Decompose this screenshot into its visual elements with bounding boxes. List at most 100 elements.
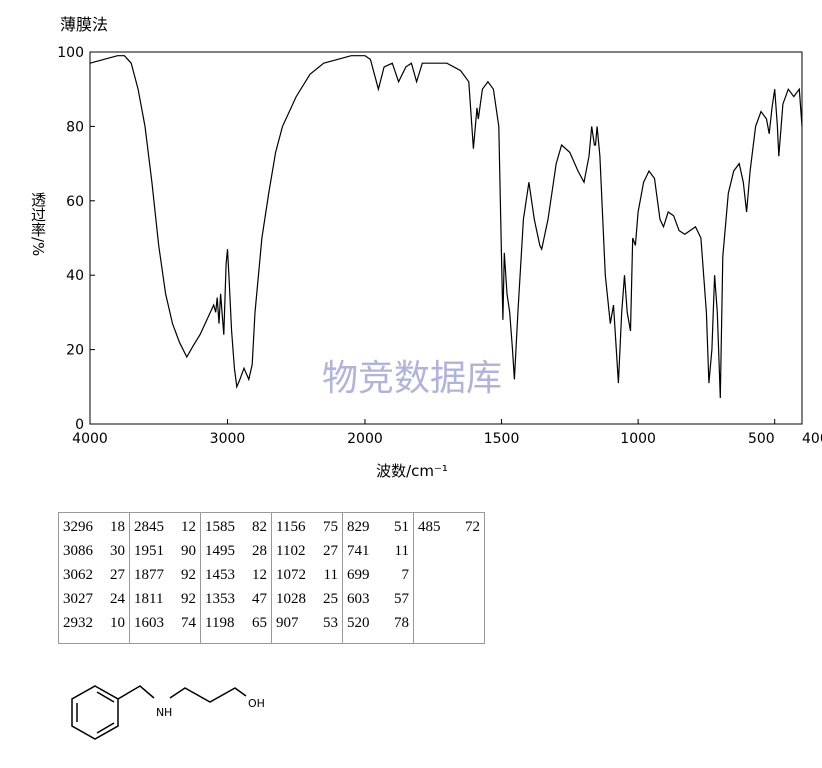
peak-transmittance: 92 [181, 567, 196, 583]
peak-row: 829 51 [347, 515, 409, 539]
peak-column: 1156 75 1102 27 1072 11 1028 25 907 53 [271, 512, 343, 644]
peak-transmittance: 47 [252, 591, 267, 607]
peak-wavenumber: 1495 [205, 543, 235, 559]
x-tick-label: 2000 [347, 431, 383, 447]
atom-label: H [164, 706, 172, 719]
peak-wavenumber: 1028 [276, 591, 306, 607]
peak-transmittance: 12 [252, 567, 267, 583]
peak-wavenumber: 1951 [134, 543, 164, 559]
peak-row: 603 57 [347, 587, 409, 611]
peak-table: 3296 18 3086 30 3062 27 3027 24 2932 10 2845 12 1951… [58, 512, 485, 644]
peak-row: 1951 90 [134, 539, 196, 563]
peak-row: 3086 30 [63, 539, 125, 563]
peak-transmittance: 78 [394, 615, 409, 631]
peak-transmittance: 18 [110, 519, 125, 535]
peak-wavenumber: 1877 [134, 567, 164, 583]
x-tick-label: 4000 [72, 431, 108, 447]
peak-wavenumber: 741 [347, 543, 370, 559]
spectrum-line [89, 55, 803, 399]
peak-row: 485 72 [418, 515, 480, 539]
peak-wavenumber: 2932 [63, 615, 93, 631]
atom-label: OH [248, 697, 265, 710]
peak-column: 829 51 741 11 699 7 603 57 520 78 [342, 512, 414, 644]
peak-row: 1102 27 [276, 539, 338, 563]
x-tick-label: 1000 [620, 431, 656, 447]
peak-row: 1811 92 [134, 587, 196, 611]
peak-transmittance: 27 [323, 543, 338, 559]
peak-transmittance: 24 [110, 591, 125, 607]
peak-transmittance: 10 [110, 615, 125, 631]
peak-wavenumber: 2845 [134, 519, 164, 535]
peak-wavenumber: 1453 [205, 567, 235, 583]
peak-row: 1585 82 [205, 515, 267, 539]
peak-transmittance: 11 [323, 567, 338, 583]
benzene-ring [71, 685, 119, 740]
peak-transmittance: 11 [394, 543, 409, 559]
peak-transmittance: 53 [323, 615, 338, 631]
peak-row: 520 78 [347, 611, 409, 635]
peak-row: 3027 24 [63, 587, 125, 611]
peak-row: 699 7 [347, 563, 409, 587]
peak-wavenumber: 1811 [134, 591, 164, 607]
peak-row: 1072 11 [276, 563, 338, 587]
x-tick-label: 500 [748, 431, 775, 447]
peak-row: 2845 12 [134, 515, 196, 539]
peak-column: 3296 18 3086 30 3062 27 3027 24 2932 10 [58, 512, 130, 644]
peak-row: 1028 25 [276, 587, 338, 611]
peak-column: 2845 12 1951 90 1877 92 1811 92 1603 74 [129, 512, 201, 644]
peak-wavenumber: 1156 [276, 519, 306, 535]
plot-frame [89, 51, 803, 425]
structure [71, 685, 247, 740]
peak-transmittance: 12 [181, 519, 196, 535]
peak-row: 907 53 [276, 611, 338, 635]
peak-transmittance: 27 [110, 567, 125, 583]
peak-column: 485 72 [413, 512, 485, 644]
peak-wavenumber: 3086 [63, 543, 93, 559]
x-tick-label: 400 [802, 431, 822, 447]
peak-wavenumber: 520 [347, 615, 370, 631]
peak-wavenumber: 3296 [63, 519, 93, 535]
bond [96, 691, 115, 703]
peak-row: 3296 18 [63, 515, 125, 539]
peak-wavenumber: 603 [347, 591, 370, 607]
y-tick-label: 40 [66, 268, 84, 284]
peak-transmittance: 92 [181, 591, 196, 607]
peak-wavenumber: 1585 [205, 519, 235, 535]
peak-wavenumber: 907 [276, 615, 299, 631]
peak-transmittance: 7 [401, 567, 410, 583]
peak-wavenumber: 699 [347, 567, 370, 583]
peak-transmittance: 25 [323, 591, 338, 607]
x-tick-label: 1500 [484, 431, 520, 447]
peak-row: 3062 27 [63, 563, 125, 587]
peak-wavenumber: 485 [418, 519, 441, 535]
peak-transmittance: 65 [252, 615, 267, 631]
y-tick-label: 60 [66, 194, 84, 210]
peak-column: 1585 82 1495 28 1453 12 1353 47 1198 65 [200, 512, 272, 644]
peak-wavenumber: 1353 [205, 591, 235, 607]
watermark: 物竞数据库 [322, 358, 502, 399]
peak-row: 1198 65 [205, 611, 267, 635]
peak-wavenumber: 3062 [63, 567, 93, 583]
x-axis-label: 波数/cm⁻¹ [376, 462, 448, 480]
peak-wavenumber: 1198 [205, 615, 235, 631]
peak-transmittance: 28 [252, 543, 267, 559]
x-tick-label: 3000 [210, 431, 246, 447]
peak-wavenumber: 1603 [134, 615, 164, 631]
peak-transmittance: 30 [110, 543, 125, 559]
peak-transmittance: 51 [394, 519, 409, 535]
bond [117, 685, 155, 700]
peak-row: 1877 92 [134, 563, 196, 587]
peak-row: 1453 12 [205, 563, 267, 587]
peak-transmittance: 57 [394, 591, 409, 607]
peak-row: 1495 28 [205, 539, 267, 563]
bond [169, 687, 247, 703]
peak-row: 1603 74 [134, 611, 196, 635]
y-tick-label: 0 [75, 417, 84, 433]
peak-transmittance: 75 [323, 519, 338, 535]
peak-wavenumber: 1072 [276, 567, 306, 583]
peak-row: 2932 10 [63, 611, 125, 635]
atom-label: N [156, 706, 164, 719]
peak-wavenumber: 3027 [63, 591, 93, 607]
peak-transmittance: 72 [465, 519, 480, 535]
